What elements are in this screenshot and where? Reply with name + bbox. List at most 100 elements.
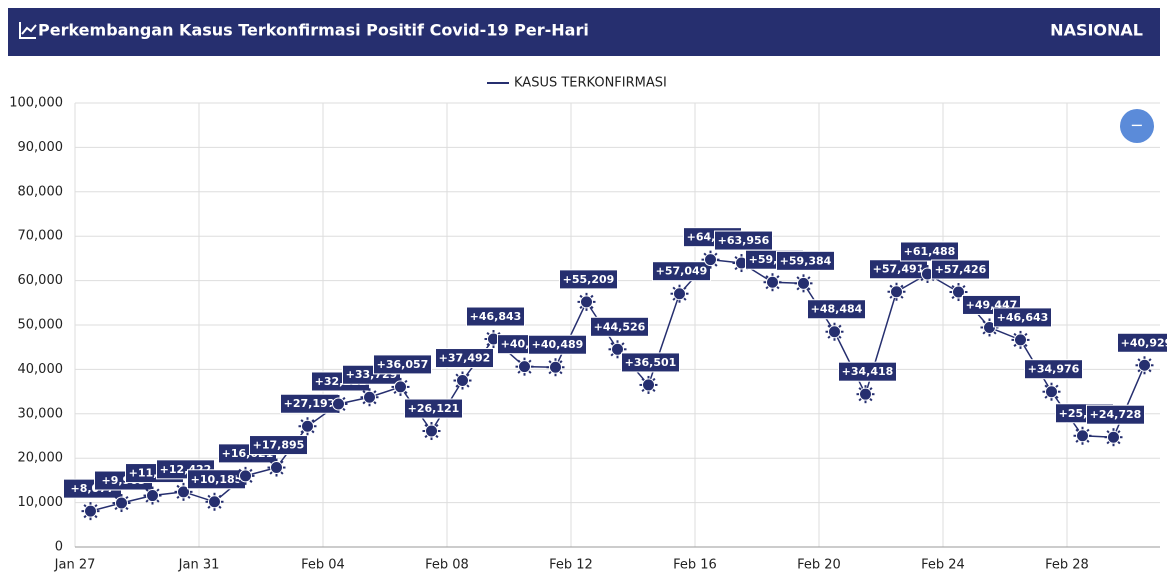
value-label-box — [249, 435, 308, 456]
value-label-box — [900, 241, 959, 262]
y-tick-label: 0 — [55, 540, 63, 555]
value-label-group: +36,057 — [373, 354, 432, 375]
value-label: +27,197 — [284, 397, 336, 410]
value-label: +59,384 — [780, 254, 832, 267]
virus-marker — [856, 385, 875, 404]
point — [611, 342, 624, 356]
value-label: +40,489 — [532, 338, 584, 351]
value-label-box — [714, 230, 773, 251]
value-label: +17,895 — [253, 439, 305, 452]
point — [952, 285, 965, 299]
virus-marker — [670, 284, 689, 303]
value-label-group: +26,121 — [404, 398, 463, 419]
point — [394, 380, 407, 394]
value-label: +63,956 — [718, 234, 770, 247]
point — [239, 469, 252, 483]
virus-marker — [577, 292, 596, 311]
header-title: Perkembangan Kasus Terkonfirmasi Positif… — [38, 21, 589, 40]
virus-marker — [453, 371, 472, 390]
point — [177, 485, 190, 499]
point — [208, 495, 221, 509]
value-label: +46,843 — [470, 310, 522, 323]
virus-marker — [329, 394, 348, 413]
point — [766, 275, 779, 289]
y-tick-label: 60,000 — [18, 273, 64, 288]
point — [1138, 358, 1151, 372]
value-label: +40,929 — [1121, 336, 1167, 349]
value-label-group: +37,492 — [435, 348, 494, 369]
point — [270, 461, 283, 475]
x-tick-label: Feb 28 — [1045, 558, 1089, 573]
virus-marker — [174, 482, 193, 501]
zoom-button-label[interactable]: − — [1130, 116, 1143, 135]
point — [549, 360, 562, 374]
y-tick-label: 50,000 — [18, 318, 64, 333]
value-label: +34,976 — [1028, 363, 1080, 376]
value-label-group: +46,643 — [993, 307, 1052, 328]
value-label: +46,643 — [997, 311, 1049, 324]
legend-label: KASUS TERKONFIRMASI — [514, 76, 667, 91]
virus-marker — [949, 283, 968, 302]
y-tick-label: 80,000 — [18, 184, 64, 199]
virus-marker — [1073, 426, 1092, 445]
virus-marker — [360, 388, 379, 407]
value-label-group: +36,501 — [621, 352, 680, 373]
point — [828, 325, 841, 339]
value-label-group: +40,929 — [1117, 332, 1167, 353]
virus-marker — [1104, 428, 1123, 447]
point — [425, 424, 438, 438]
x-tick-label: Feb 24 — [921, 558, 965, 573]
value-label-group: +40,489 — [528, 334, 587, 355]
virus-marker — [391, 377, 410, 396]
virus-marker — [1042, 382, 1061, 401]
value-label: +37,492 — [439, 352, 491, 365]
point — [84, 504, 97, 518]
value-label-box — [652, 261, 711, 282]
point — [642, 378, 655, 392]
virus-marker — [546, 358, 565, 377]
point — [704, 253, 717, 267]
value-label: +26,121 — [408, 402, 460, 415]
y-tick-label: 100,000 — [9, 96, 63, 111]
value-label-box — [1024, 359, 1083, 380]
virus-marker — [515, 357, 534, 376]
value-label: +44,526 — [594, 320, 646, 333]
point — [456, 374, 469, 388]
virus-marker — [205, 492, 224, 511]
x-tick-label: Feb 20 — [797, 558, 841, 573]
value-label-group: +63,956 — [714, 230, 773, 251]
value-label-group: +59,384 — [776, 250, 835, 271]
virus-marker — [608, 340, 627, 359]
value-label-box — [528, 334, 587, 355]
point — [301, 419, 314, 433]
value-label-box — [621, 352, 680, 373]
value-label-box — [1086, 404, 1145, 425]
value-label-group: +34,976 — [1024, 359, 1083, 380]
value-label-box — [807, 299, 866, 320]
x-tick-label: Feb 04 — [301, 558, 345, 573]
virus-marker — [794, 274, 813, 293]
value-label: +24,728 — [1090, 408, 1142, 421]
virus-marker — [639, 375, 658, 394]
point — [859, 387, 872, 401]
value-label: +36,057 — [377, 358, 429, 371]
virus-marker — [980, 318, 999, 337]
y-tick-label: 10,000 — [18, 495, 64, 510]
value-label: +36,501 — [625, 356, 677, 369]
value-label-group: +48,484 — [807, 299, 866, 320]
virus-marker — [701, 250, 720, 269]
value-label: +34,418 — [842, 365, 894, 378]
value-label: +57,049 — [656, 265, 708, 278]
x-tick-label: Jan 27 — [54, 558, 96, 573]
x-tick-label: Feb 16 — [673, 558, 717, 573]
virus-marker — [732, 254, 751, 273]
zoom-button[interactable] — [1120, 109, 1154, 143]
value-label-group: +61,488 — [900, 241, 959, 262]
point — [890, 285, 903, 299]
header-scope: NASIONAL — [1050, 21, 1143, 40]
value-label-box — [590, 316, 649, 337]
point — [332, 397, 345, 411]
virus-marker — [887, 282, 906, 301]
point — [518, 360, 531, 374]
